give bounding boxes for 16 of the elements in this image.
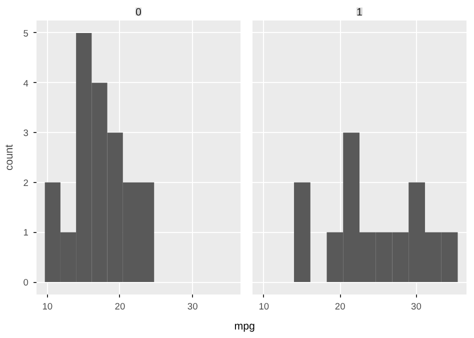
y-tick-label: 4 <box>23 78 29 88</box>
y-tick-label: 1 <box>23 228 29 238</box>
chart-title: 1 <box>356 6 363 18</box>
x-axis-title: mpg <box>234 320 256 332</box>
y-tick-label: 2 <box>23 178 29 188</box>
x-tick-label: 10 <box>42 302 53 312</box>
x-tick-label: 30 <box>187 302 198 312</box>
y-tick-label: 3 <box>23 128 29 138</box>
chart-title: 0 <box>136 6 142 18</box>
x-tick-label: 10 <box>258 302 270 312</box>
x-tick-label: 20 <box>114 302 126 312</box>
x-tick-label: 30 <box>411 302 422 312</box>
y-tick-label: 5 <box>23 28 29 38</box>
x-tick-label: 20 <box>334 302 346 312</box>
y-axis-title: count <box>3 144 16 171</box>
y-tick-label: 0 <box>23 278 29 288</box>
